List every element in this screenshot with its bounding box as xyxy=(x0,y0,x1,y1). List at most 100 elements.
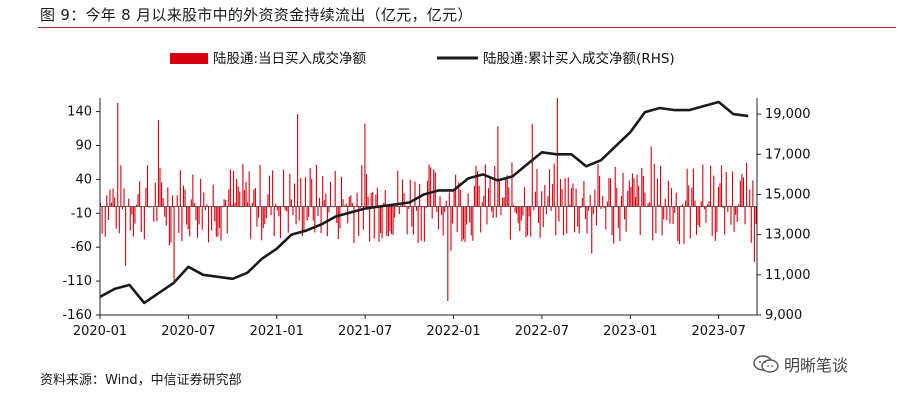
right-tick-label: 11,000 xyxy=(765,268,811,283)
daily-bar xyxy=(203,192,205,207)
daily-bar xyxy=(516,206,518,214)
daily-bar xyxy=(589,195,591,207)
daily-bar xyxy=(300,177,302,207)
daily-bar xyxy=(190,199,192,207)
daily-bar xyxy=(325,193,327,207)
daily-bar xyxy=(243,190,246,207)
daily-bar xyxy=(439,196,441,207)
daily-bar xyxy=(419,184,421,207)
daily-bar xyxy=(739,180,741,207)
daily-bar xyxy=(248,171,250,207)
daily-bar xyxy=(674,206,676,213)
data-source-note: 资料来源：Wind，中信证券研究部 xyxy=(40,373,242,388)
daily-bar xyxy=(706,204,709,207)
daily-bar xyxy=(259,165,261,207)
left-tick-label: 90 xyxy=(75,138,92,153)
daily-bar xyxy=(386,206,388,236)
daily-bar xyxy=(134,206,136,224)
daily-bar xyxy=(744,206,746,225)
daily-bar xyxy=(204,206,206,211)
daily-bar xyxy=(544,185,546,207)
daily-bar xyxy=(620,195,623,207)
daily-bar xyxy=(275,203,277,207)
daily-bar xyxy=(716,206,718,232)
daily-bar xyxy=(165,206,167,226)
daily-bar xyxy=(218,206,220,228)
daily-bar xyxy=(345,203,347,207)
daily-bar xyxy=(347,206,349,224)
daily-bar xyxy=(394,206,396,218)
daily-bar xyxy=(688,185,690,207)
daily-bar xyxy=(364,123,366,207)
daily-bar xyxy=(123,188,125,207)
daily-bar xyxy=(602,195,604,207)
daily-bar xyxy=(613,206,615,244)
daily-net-buy-bars xyxy=(100,98,757,301)
daily-bar xyxy=(630,186,632,207)
x-tick-label: 2022-07 xyxy=(515,324,569,339)
daily-bar xyxy=(702,164,704,207)
daily-bar xyxy=(512,204,515,207)
daily-bar xyxy=(148,206,150,208)
daily-bar xyxy=(611,206,613,236)
daily-bar xyxy=(342,199,344,207)
daily-bar xyxy=(713,175,715,207)
daily-bar xyxy=(464,206,466,242)
daily-bar xyxy=(265,206,267,219)
daily-bar xyxy=(459,189,461,207)
daily-bar xyxy=(487,188,490,207)
daily-bar xyxy=(176,195,178,207)
daily-bar xyxy=(107,206,109,220)
daily-bar xyxy=(569,204,571,207)
daily-bar xyxy=(293,183,296,207)
daily-bar xyxy=(614,166,616,207)
daily-bar xyxy=(104,206,106,237)
daily-bar xyxy=(361,164,363,207)
daily-bar xyxy=(153,206,155,222)
daily-bar xyxy=(336,206,338,223)
daily-bar xyxy=(603,206,605,209)
daily-bar xyxy=(595,206,597,226)
daily-bar xyxy=(600,206,602,210)
daily-bar xyxy=(120,165,122,207)
daily-bar xyxy=(714,206,716,241)
daily-bar xyxy=(511,162,513,207)
daily-bar xyxy=(555,206,557,236)
daily-bar xyxy=(161,182,163,207)
x-tick-label: 2020-07 xyxy=(161,324,215,339)
daily-bar xyxy=(167,187,169,207)
daily-bar xyxy=(472,206,474,241)
daily-bar xyxy=(268,175,271,207)
daily-bar xyxy=(319,197,321,207)
daily-bar xyxy=(101,206,103,234)
daily-bar xyxy=(547,196,549,207)
daily-bar xyxy=(586,206,588,234)
daily-bar xyxy=(494,165,496,207)
daily-bar xyxy=(272,170,274,207)
daily-bar xyxy=(478,185,480,207)
legend-label-daily: 陆股通:当日买入成交净额 xyxy=(213,50,367,67)
daily-bar xyxy=(530,206,532,237)
daily-bar xyxy=(378,206,380,243)
daily-bar xyxy=(483,195,485,207)
daily-bar xyxy=(117,103,119,207)
x-tick-label: 2022-01 xyxy=(426,324,480,339)
daily-bar xyxy=(447,206,449,301)
daily-bar xyxy=(700,201,702,207)
daily-bar xyxy=(561,189,563,207)
daily-bar xyxy=(717,186,719,207)
daily-bar xyxy=(131,206,133,215)
chart-legend: 陆股通:当日买入成交净额 陆股通:累计买入成交净额(RHS) xyxy=(170,50,675,67)
daily-bar xyxy=(171,195,174,207)
daily-bar xyxy=(619,206,621,242)
right-tick-label: 9,000 xyxy=(765,308,802,323)
daily-bar xyxy=(112,188,114,207)
daily-bar xyxy=(694,200,696,207)
daily-bar xyxy=(431,206,433,219)
daily-bar xyxy=(731,171,734,207)
left-tick-label: -60 xyxy=(71,240,92,255)
daily-bar xyxy=(196,206,199,238)
right-tick-label: 19,000 xyxy=(765,107,811,122)
daily-bar xyxy=(206,204,208,207)
